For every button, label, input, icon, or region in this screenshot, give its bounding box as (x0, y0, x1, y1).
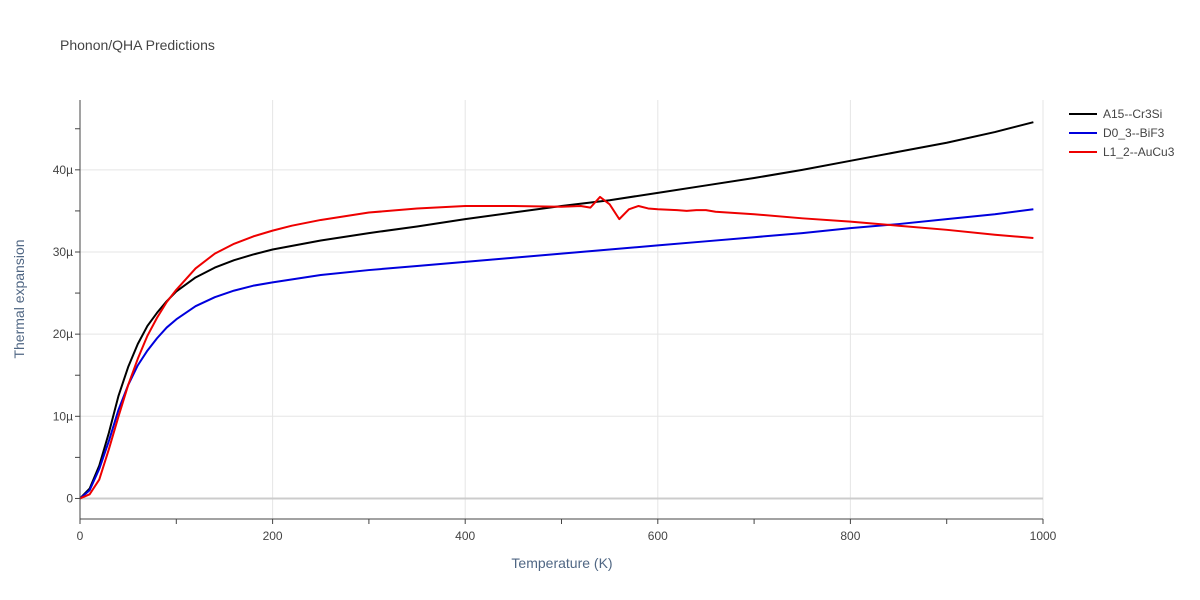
series-line-1 (79, 121, 1034, 500)
legend-label: A15--Cr3Si (1103, 107, 1162, 121)
x-axis-ticks: 0 200 400 600 800 1000 (77, 519, 1057, 543)
series-line-3 (79, 195, 1034, 500)
y-tick-label: 30µ (53, 245, 73, 259)
y-tick-label: 20µ (53, 327, 73, 341)
x-tick-label: 800 (840, 529, 860, 543)
x-tick-label: 400 (455, 529, 475, 543)
x-axis-title: Temperature (K) (511, 555, 612, 571)
legend-label: L1_2--AuCu3 (1103, 145, 1175, 159)
chart-title: Phonon/QHA Predictions (60, 37, 215, 53)
y-tick-label: 0 (66, 491, 73, 505)
y-tick-label: 10µ (53, 409, 73, 423)
series-layer (79, 121, 1034, 500)
y-axis-ticks: 0 10µ 20µ 30µ 40µ (53, 128, 80, 505)
y-gridlines (80, 169, 1043, 417)
legend: A15--Cr3Si D0_3--BiF3 L1_2--AuCu3 (1069, 107, 1175, 159)
x-tick-label: 1000 (1030, 529, 1057, 543)
y-axis-title: Thermal expansion (11, 239, 27, 358)
x-tick-label: 200 (263, 529, 283, 543)
legend-label: D0_3--BiF3 (1103, 126, 1165, 140)
x-tick-label: 0 (77, 529, 84, 543)
y-tick-label: 40µ (53, 163, 73, 177)
x-tick-label: 600 (648, 529, 668, 543)
